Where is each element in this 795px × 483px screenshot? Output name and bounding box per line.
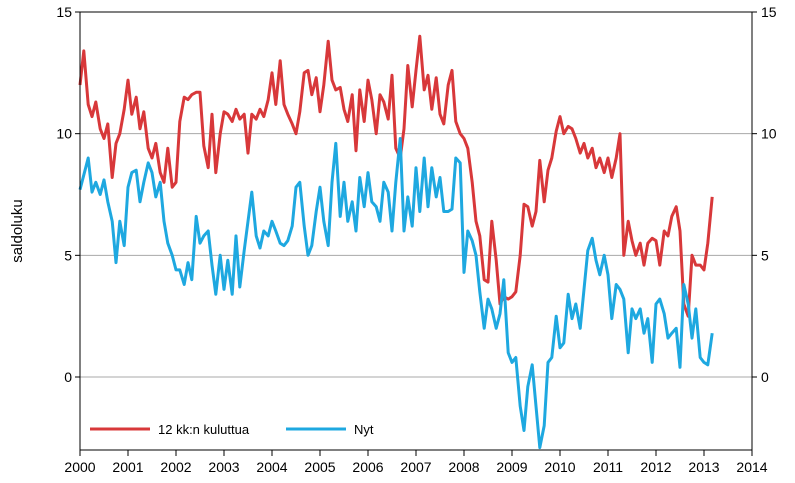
x-tick-label: 2006 [352,459,383,475]
x-tick-label: 2000 [64,459,95,475]
legend: 12 kk:n kuluttua Nyt [90,422,374,437]
x-tick-label: 2014 [736,459,767,475]
y-axis-left: 0 5 10 15 [56,4,80,385]
y-tick-left-label: 15 [56,4,72,20]
y-tick-left-label: 5 [64,247,72,263]
x-tick-label: 2007 [400,459,431,475]
x-axis: 2000 2001 2002 2003 2004 2005 2006 2007 2008 2009… [64,450,768,475]
series-line-nyt [78,137,714,450]
x-tick-label: 2001 [112,459,143,475]
y-tick-right-label: 15 [761,4,777,20]
x-tick-label: 2002 [160,459,191,475]
x-tick-label: 2003 [208,459,239,475]
x-tick-label: 2005 [304,459,335,475]
y-tick-left-label: 0 [64,369,72,385]
x-tick-label: 2008 [448,459,479,475]
y-tick-right-label: 5 [761,247,769,263]
y-axis-right: 0 5 10 15 [752,4,777,385]
legend-label: 12 kk:n kuluttua [158,422,250,437]
x-tick-label: 2004 [256,459,287,475]
y-tick-right-label: 0 [761,369,769,385]
series-line-kuluttua [78,34,714,318]
x-tick-label: 2009 [496,459,527,475]
y-axis-title: saldoluku [9,199,26,262]
x-tick-label: 2010 [544,459,575,475]
x-tick-label: 2011 [593,459,623,475]
series-layer [78,34,714,450]
x-tick-label: 2012 [640,459,671,475]
y-tick-right-label: 10 [761,126,777,142]
y-tick-left-label: 10 [56,126,72,142]
x-tick-label: 2013 [688,459,719,475]
legend-label: Nyt [354,422,374,437]
